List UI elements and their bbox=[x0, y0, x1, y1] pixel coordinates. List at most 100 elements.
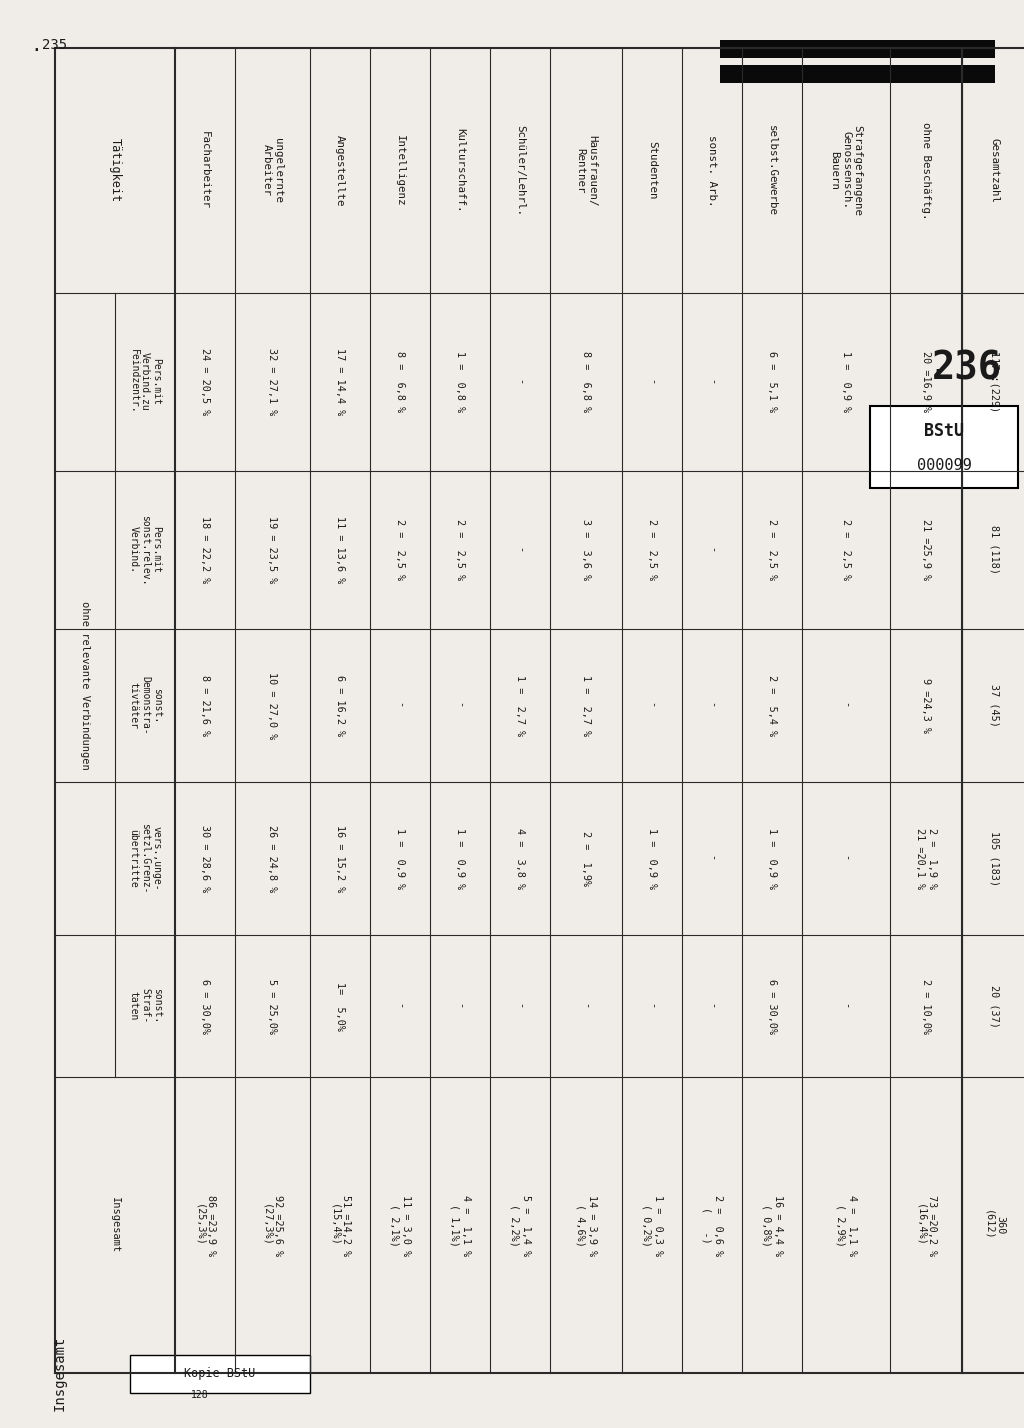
Text: 6 = 30,0%: 6 = 30,0% bbox=[767, 978, 777, 1034]
Text: 1 =  0,9 %: 1 = 0,9 % bbox=[647, 828, 657, 888]
Text: -: - bbox=[647, 1002, 657, 1010]
Text: -: - bbox=[395, 1002, 406, 1010]
Text: 1=  5,0%: 1= 5,0% bbox=[335, 981, 345, 1031]
Text: Angestellte: Angestellte bbox=[335, 134, 345, 206]
Text: 17 = 14,4 %: 17 = 14,4 % bbox=[335, 348, 345, 416]
Text: 117 :(229): 117 :(229) bbox=[989, 351, 999, 413]
Text: 1 =  0,9 %: 1 = 0,9 % bbox=[841, 351, 851, 413]
Bar bbox=[720, 66, 995, 83]
Text: -: - bbox=[707, 378, 717, 386]
Text: .: . bbox=[930, 351, 946, 378]
Text: vers.,unge-
setzl.Grenz-
übertritte: vers.,unge- setzl.Grenz- übertritte bbox=[128, 823, 162, 894]
Text: 360
(612): 360 (612) bbox=[984, 1210, 1006, 1241]
Text: ungelernte
Arbeiter: ungelernte Arbeiter bbox=[262, 139, 284, 203]
Text: -: - bbox=[455, 703, 465, 708]
Text: 5 = 25,0%: 5 = 25,0% bbox=[267, 978, 278, 1034]
Text: 1 =  2,7 %: 1 = 2,7 % bbox=[581, 675, 591, 735]
Text: -: - bbox=[647, 378, 657, 386]
Text: -: - bbox=[455, 1002, 465, 1010]
Text: Schüler/Lehrl.: Schüler/Lehrl. bbox=[515, 124, 525, 216]
Text: 2 =  2,5 %: 2 = 2,5 % bbox=[647, 520, 657, 581]
Text: 21 =25,9 %: 21 =25,9 % bbox=[921, 520, 931, 581]
Text: 20 =16,9 %: 20 =16,9 % bbox=[921, 351, 931, 413]
Text: 86 =23,9 %
(25,3%): 86 =23,9 % (25,3%) bbox=[195, 1195, 216, 1255]
Text: 11 = 13,6 %: 11 = 13,6 % bbox=[335, 517, 345, 584]
Text: 20 (37): 20 (37) bbox=[989, 985, 999, 1028]
Text: 24 = 20,5 %: 24 = 20,5 % bbox=[200, 348, 210, 416]
Text: 128: 128 bbox=[191, 1389, 209, 1399]
Text: Pers.mit
Verbind.zu
Feindzentr.: Pers.mit Verbind.zu Feindzentr. bbox=[128, 350, 162, 414]
Text: 236: 236 bbox=[932, 348, 1002, 387]
Text: Tätigkeit: Tätigkeit bbox=[109, 139, 122, 203]
Bar bbox=[870, 406, 1018, 488]
Text: 10 = 27,0 %: 10 = 27,0 % bbox=[267, 671, 278, 740]
Text: 1 =  0,9 %: 1 = 0,9 % bbox=[395, 828, 406, 888]
Text: Facharbeiter: Facharbeiter bbox=[200, 131, 210, 210]
Text: 2 =  2,5 %: 2 = 2,5 % bbox=[455, 520, 465, 581]
Text: 2 =  5,4 %: 2 = 5,4 % bbox=[767, 675, 777, 735]
Bar bbox=[130, 1355, 310, 1392]
Text: 2 =  2,5 %: 2 = 2,5 % bbox=[767, 520, 777, 581]
Text: Insgesamt: Insgesamt bbox=[110, 1197, 120, 1254]
Text: 2 = 10,0%: 2 = 10,0% bbox=[921, 978, 931, 1034]
Text: Kopie BStU: Kopie BStU bbox=[184, 1368, 256, 1381]
Text: -: - bbox=[841, 703, 851, 708]
Text: 1 =  0,8 %: 1 = 0,8 % bbox=[455, 351, 465, 413]
Text: 6 =  5,1 %: 6 = 5,1 % bbox=[767, 351, 777, 413]
Text: 235: 235 bbox=[42, 39, 68, 51]
Text: 73 =20,2 %
(16,4%): 73 =20,2 % (16,4%) bbox=[915, 1195, 937, 1255]
Text: -: - bbox=[841, 1002, 851, 1010]
Text: 2 =  0,6 %
(   -): 2 = 0,6 % ( -) bbox=[701, 1195, 723, 1255]
Text: -: - bbox=[581, 1002, 591, 1010]
Text: 1 =  2,7 %: 1 = 2,7 % bbox=[515, 675, 525, 735]
Text: 16 = 15,2 %: 16 = 15,2 % bbox=[335, 824, 345, 892]
Text: 16 = 4,4 %
( 0,8%): 16 = 4,4 % ( 0,8%) bbox=[761, 1195, 782, 1255]
Text: 2 =  2,5 %: 2 = 2,5 % bbox=[395, 520, 406, 581]
Text: ·: · bbox=[30, 41, 42, 60]
Text: sonst.
Straf-
taten: sonst. Straf- taten bbox=[128, 988, 162, 1024]
Text: Gesamtzahl: Gesamtzahl bbox=[989, 139, 999, 203]
Text: 4 =  3,8 %: 4 = 3,8 % bbox=[515, 828, 525, 888]
Text: -: - bbox=[707, 703, 717, 708]
Text: 1 =  0,3 %
( 0,2%): 1 = 0,3 % ( 0,2%) bbox=[641, 1195, 663, 1255]
Text: 92 =25,6 %
(27,3%): 92 =25,6 % (27,3%) bbox=[262, 1195, 284, 1255]
Text: 14 = 3,9 %
( 4,6%): 14 = 3,9 % ( 4,6%) bbox=[575, 1195, 597, 1255]
Text: 2 =  1,9%: 2 = 1,9% bbox=[581, 831, 591, 885]
Text: 8 =  6,8 %: 8 = 6,8 % bbox=[581, 351, 591, 413]
Text: 3 =  3,6 %: 3 = 3,6 % bbox=[581, 520, 591, 581]
Text: ohne Beschäftg.: ohne Beschäftg. bbox=[921, 121, 931, 218]
Text: 105 (183): 105 (183) bbox=[989, 831, 999, 885]
Text: 000099: 000099 bbox=[916, 458, 972, 474]
Text: 51 =14,2 %
(15,4%): 51 =14,2 % (15,4%) bbox=[329, 1195, 351, 1255]
Text: 11 = 3,0 %
( 2,1%): 11 = 3,0 % ( 2,1%) bbox=[389, 1195, 411, 1255]
Text: Kulturschaff.: Kulturschaff. bbox=[455, 129, 465, 213]
Text: Pers.mit
sonst.relev.
Verbind.: Pers.mit sonst.relev. Verbind. bbox=[128, 514, 162, 585]
Text: 1 =  0,9 %: 1 = 0,9 % bbox=[767, 828, 777, 888]
Text: 26 = 24,8 %: 26 = 24,8 % bbox=[267, 824, 278, 892]
Text: 32 = 27,1 %: 32 = 27,1 % bbox=[267, 348, 278, 416]
Text: 6 = 30,0%: 6 = 30,0% bbox=[200, 978, 210, 1034]
Text: 5 =  1,4 %
( 2,2%): 5 = 1,4 % ( 2,2%) bbox=[509, 1195, 530, 1255]
Text: 30 = 28,6 %: 30 = 28,6 % bbox=[200, 824, 210, 892]
Text: 81 (118): 81 (118) bbox=[989, 526, 999, 574]
Text: -: - bbox=[395, 703, 406, 708]
Text: -: - bbox=[707, 547, 717, 553]
Text: Studenten: Studenten bbox=[647, 141, 657, 200]
Text: -: - bbox=[515, 547, 525, 553]
Text: -: - bbox=[647, 703, 657, 708]
Text: 37 (45): 37 (45) bbox=[989, 684, 999, 727]
Text: 6 = 16,2 %: 6 = 16,2 % bbox=[335, 675, 345, 735]
Text: Strafgefangene
Genossensch.
Bauern: Strafgefangene Genossensch. Bauern bbox=[829, 124, 862, 216]
Text: -: - bbox=[515, 1002, 525, 1010]
Text: ohne relevante Verbindungen: ohne relevante Verbindungen bbox=[80, 601, 90, 770]
Text: BStU: BStU bbox=[924, 423, 964, 440]
Text: -: - bbox=[707, 1002, 717, 1010]
Text: 18 = 22,2 %: 18 = 22,2 % bbox=[200, 517, 210, 584]
Text: Hausfrauen/
Rentner: Hausfrauen/ Rentner bbox=[575, 134, 597, 206]
Text: 8 =  6,8 %: 8 = 6,8 % bbox=[395, 351, 406, 413]
Bar bbox=[720, 40, 995, 59]
Text: Insgesamt: Insgesamt bbox=[53, 1335, 67, 1411]
Text: 9 =24,3 %: 9 =24,3 % bbox=[921, 678, 931, 733]
Text: 4 =  1,1 %
( 1,1%): 4 = 1,1 % ( 1,1%) bbox=[450, 1195, 471, 1255]
Text: -: - bbox=[707, 855, 717, 861]
